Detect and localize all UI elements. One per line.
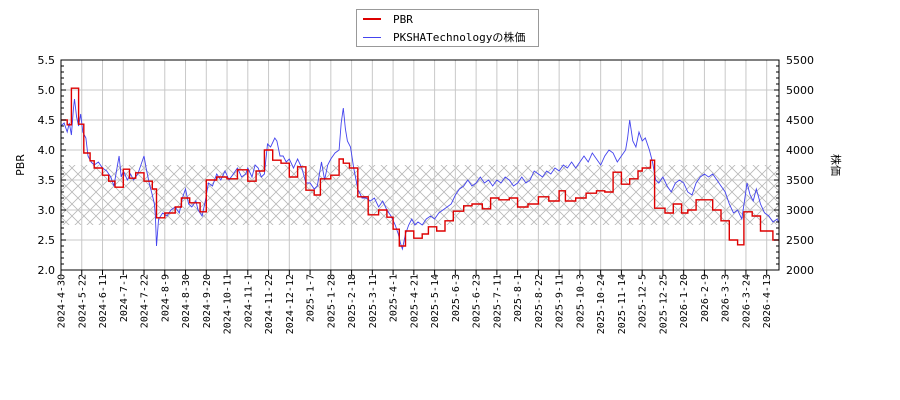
svg-text:2025-10-24: 2025-10-24: [596, 274, 607, 334]
legend-entry-pbr: PBR: [363, 11, 413, 27]
svg-text:2025-11-14: 2025-11-14: [617, 274, 628, 334]
svg-text:3000: 3000: [786, 204, 814, 217]
svg-text:4000: 4000: [786, 144, 814, 157]
axes: 2.0 2.5 3.0 3.5 4.0 4.5 5.0 5.5 2000 2500 3000 3500…: [38, 54, 815, 334]
svg-text:2025-5-14: 2025-5-14: [430, 274, 441, 328]
svg-text:2025-1-7: 2025-1-7: [306, 274, 317, 322]
svg-text:2026-2-9: 2026-2-9: [700, 274, 711, 322]
svg-text:3.0: 3.0: [38, 204, 56, 217]
reference-band: [61, 165, 779, 225]
svg-text:2025-7-11: 2025-7-11: [492, 274, 503, 328]
svg-text:5000: 5000: [786, 84, 814, 97]
svg-text:2024-11-1: 2024-11-1: [243, 274, 254, 328]
series-lines: [61, 87, 779, 251]
svg-text:5.5: 5.5: [38, 54, 56, 67]
svg-text:4500: 4500: [786, 114, 814, 127]
grid-lines: [60, 59, 779, 271]
legend-label-pbr: PBR: [393, 12, 413, 26]
svg-text:2026-4-13: 2026-4-13: [762, 274, 773, 328]
svg-text:2025-9-11: 2025-9-11: [555, 274, 566, 328]
svg-text:2024-4-30: 2024-4-30: [57, 274, 68, 328]
svg-text:2024-7-1: 2024-7-1: [119, 274, 130, 322]
svg-text:2026-1-20: 2026-1-20: [679, 274, 690, 328]
svg-text:2025-12-25: 2025-12-25: [658, 274, 669, 334]
svg-text:2024-10-11: 2024-10-11: [223, 274, 234, 334]
svg-text:5500: 5500: [786, 54, 814, 67]
svg-text:2025-4-1: 2025-4-1: [389, 274, 400, 322]
legend-swatch-red: [363, 18, 381, 20]
svg-text:2026-3-3: 2026-3-3: [721, 274, 732, 322]
legend-swatch-blue: [363, 36, 381, 38]
svg-text:5.0: 5.0: [38, 84, 56, 97]
legend-label-price: PKSHATechnologyの株価: [393, 31, 526, 44]
svg-text:2025-3-11: 2025-3-11: [368, 274, 379, 328]
svg-text:2024-7-22: 2024-7-22: [140, 274, 151, 328]
svg-text:3500: 3500: [786, 174, 814, 187]
svg-text:2025-8-1: 2025-8-1: [513, 274, 524, 322]
svg-text:2.5: 2.5: [38, 234, 56, 247]
svg-text:2025-8-22: 2025-8-22: [534, 274, 545, 328]
svg-text:3.5: 3.5: [38, 174, 56, 187]
svg-text:2000: 2000: [786, 264, 814, 277]
svg-text:2025-2-18: 2025-2-18: [347, 274, 358, 328]
svg-text:2024-12-12: 2024-12-12: [285, 274, 296, 334]
svg-text:2024-11-22: 2024-11-22: [264, 274, 275, 334]
svg-text:2024-6-11: 2024-6-11: [98, 274, 109, 328]
svg-text:2024-9-20: 2024-9-20: [202, 274, 213, 328]
svg-text:2024-5-22: 2024-5-22: [77, 274, 88, 328]
svg-text:2024-8-9: 2024-8-9: [160, 274, 171, 322]
svg-text:4.0: 4.0: [38, 144, 56, 157]
svg-text:2024-8-30: 2024-8-30: [181, 274, 192, 328]
svg-text:2025-6-23: 2025-6-23: [472, 274, 483, 328]
y-axis-title: PBR: [14, 154, 27, 176]
svg-text:2025-6-3: 2025-6-3: [451, 274, 462, 322]
svg-text:2.0: 2.0: [38, 264, 56, 277]
svg-text:2025-10-3: 2025-10-3: [575, 274, 586, 328]
svg-text:2025-4-21: 2025-4-21: [409, 274, 420, 328]
svg-text:2026-3-24: 2026-3-24: [741, 274, 752, 328]
svg-text:2025-12-5: 2025-12-5: [638, 274, 649, 328]
y2-axis-title: 株価: [829, 154, 843, 176]
svg-text:4.5: 4.5: [38, 114, 56, 127]
legend-entry-price: PKSHATechnologyの株価: [363, 29, 525, 45]
pbr-line: [61, 87, 779, 247]
svg-text:2025-1-28: 2025-1-28: [326, 274, 337, 328]
svg-text:2500: 2500: [786, 234, 814, 247]
chart-legend: PBR PKSHATechnologyの株価: [356, 9, 539, 47]
